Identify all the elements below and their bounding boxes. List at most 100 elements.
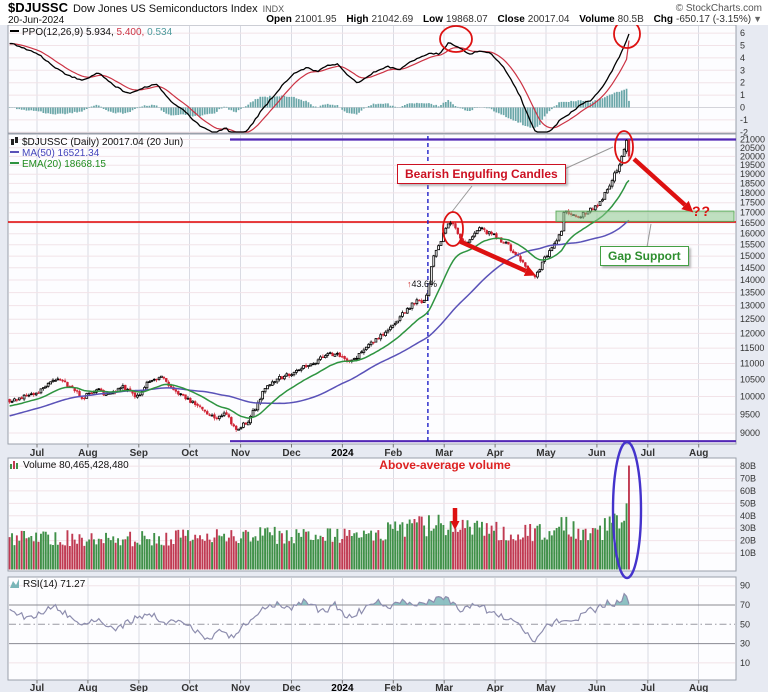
svg-text:10500: 10500	[740, 375, 765, 385]
ppo-legend-name: PPO(12,26,9) 5.934,	[22, 27, 114, 38]
svg-text:15500: 15500	[740, 240, 765, 250]
chg-value: -650.17 (-3.15%)	[676, 14, 752, 25]
rsi-icon	[10, 579, 19, 588]
svg-text:12500: 12500	[740, 314, 765, 324]
quote-strip: Open 21001.95 High 21042.69 Low 19868.07 Cl…	[259, 13, 762, 26]
svg-text:11500: 11500	[740, 343, 764, 353]
svg-text:Apr: Apr	[486, 683, 503, 692]
bearish-engulfing-annotation: Bearish Engulfing Candles	[397, 164, 566, 184]
header-row-quote: 20-Jun-2024 Open 21001.95 High 21042.69 Lo…	[8, 13, 762, 26]
svg-text:Jul: Jul	[641, 683, 656, 692]
stockcharts-brand: © StockCharts.com	[675, 3, 762, 14]
svg-text:30B: 30B	[740, 523, 756, 533]
svg-text:Mar: Mar	[435, 683, 453, 692]
svg-text:17000: 17000	[740, 208, 765, 218]
header-row-title: $DJUSSC Dow Jones US Semiconductors Index…	[8, 1, 762, 15]
svg-text:Dec: Dec	[282, 448, 301, 459]
svg-text:10000: 10000	[740, 392, 765, 402]
volume-legend: Volume 80,465,428,480	[10, 460, 129, 471]
price-legend: $DJUSSC (Daily) 20017.04 (20 Jun) MA(50)…	[10, 137, 183, 170]
svg-text:-2: -2	[740, 127, 748, 137]
svg-text:19000: 19000	[740, 169, 765, 179]
svg-text:13000: 13000	[740, 301, 765, 311]
exchange-tag: INDX	[262, 4, 285, 14]
svg-text:9500: 9500	[740, 409, 760, 419]
svg-text:3: 3	[740, 65, 745, 75]
svg-text:1: 1	[740, 90, 745, 100]
svg-text:May: May	[536, 683, 556, 692]
svg-text:2: 2	[740, 78, 745, 88]
svg-text:40B: 40B	[740, 511, 756, 521]
svg-text:Jul: Jul	[641, 448, 656, 459]
svg-text:20B: 20B	[740, 536, 756, 546]
svg-text:0: 0	[740, 103, 745, 113]
svg-text:12000: 12000	[740, 328, 765, 338]
svg-text:16500: 16500	[740, 218, 765, 228]
svg-text:14500: 14500	[740, 263, 765, 273]
rsi-legend-label: RSI(14) 71.27	[23, 579, 86, 590]
volume-legend-label: Volume 80,465,428,480	[23, 460, 129, 471]
svg-text:90: 90	[740, 581, 750, 591]
svg-text:17500: 17500	[740, 198, 765, 208]
svg-text:30: 30	[740, 639, 750, 649]
svg-text:Aug: Aug	[78, 683, 97, 692]
gain-percent-annotation: ↑43.6%	[407, 279, 438, 289]
svg-text:9000: 9000	[740, 428, 760, 438]
svg-text:Aug: Aug	[689, 448, 708, 459]
symbol-name: Dow Jones US Semiconductors Index	[72, 3, 258, 15]
svg-text:70: 70	[740, 600, 750, 610]
svg-text:60B: 60B	[740, 486, 756, 496]
question-marks-annotation: ??	[692, 203, 712, 219]
svg-text:Aug: Aug	[689, 683, 708, 692]
svg-text:21000: 21000	[740, 135, 765, 145]
ema20-line-icon	[10, 162, 19, 165]
svg-text:16000: 16000	[740, 229, 765, 239]
svg-text:6: 6	[740, 28, 745, 38]
svg-text:20500: 20500	[740, 143, 765, 153]
svg-text:Oct: Oct	[181, 683, 198, 692]
svg-text:50: 50	[740, 619, 750, 629]
svg-text:Jun: Jun	[588, 448, 606, 459]
low-value: 19868.07	[446, 14, 488, 25]
svg-text:10: 10	[740, 658, 750, 668]
svg-text:May: May	[536, 448, 556, 459]
svg-text:2024: 2024	[331, 683, 354, 692]
quote-date: 20-Jun-2024	[8, 15, 65, 26]
svg-text:15000: 15000	[740, 251, 765, 261]
ema20-legend: EMA(20) 18668.15	[22, 159, 106, 170]
price-legend-title: $DJUSSC (Daily) 20017.04 (20 Jun)	[22, 137, 184, 148]
svg-text:14000: 14000	[740, 275, 765, 285]
svg-text:Nov: Nov	[231, 683, 250, 692]
svg-text:-1: -1	[740, 115, 748, 125]
svg-text:19500: 19500	[740, 160, 765, 170]
svg-text:Nov: Nov	[231, 448, 250, 459]
volume-label: Volume	[579, 14, 615, 25]
ma50-legend: MA(50) 16521.34	[22, 148, 100, 159]
svg-text:Oct: Oct	[181, 448, 198, 459]
ppo-signal-value: 5.400,	[116, 27, 145, 38]
high-value: 21042.69	[371, 14, 414, 25]
chart-header: $DJUSSC Dow Jones US Semiconductors Index…	[0, 0, 768, 26]
volume-bars-icon	[10, 461, 18, 469]
svg-text:Jul: Jul	[30, 448, 45, 459]
chg-dropdown-icon[interactable]: ▼	[753, 14, 762, 24]
svg-text:70B: 70B	[740, 474, 756, 484]
up-arrow-icon: ↑	[407, 279, 412, 289]
chg-label: Chg	[653, 14, 674, 25]
ppo-line-icon	[10, 30, 19, 33]
svg-text:18500: 18500	[740, 178, 765, 188]
svg-text:Sep: Sep	[130, 448, 148, 459]
open-value: 21001.95	[294, 14, 337, 25]
low-label: Low	[423, 14, 444, 25]
svg-text:Mar: Mar	[435, 448, 453, 459]
gap-support-annotation: Gap Support	[600, 246, 689, 266]
svg-text:Jun: Jun	[588, 683, 606, 692]
svg-text:11000: 11000	[740, 359, 764, 369]
svg-text:Aug: Aug	[78, 448, 97, 459]
ppo-hist-value: 0.534	[147, 27, 173, 38]
svg-text:Jul: Jul	[30, 683, 45, 692]
svg-text:Apr: Apr	[486, 448, 503, 459]
close-label: Close	[497, 14, 525, 25]
svg-text:4: 4	[740, 53, 745, 63]
